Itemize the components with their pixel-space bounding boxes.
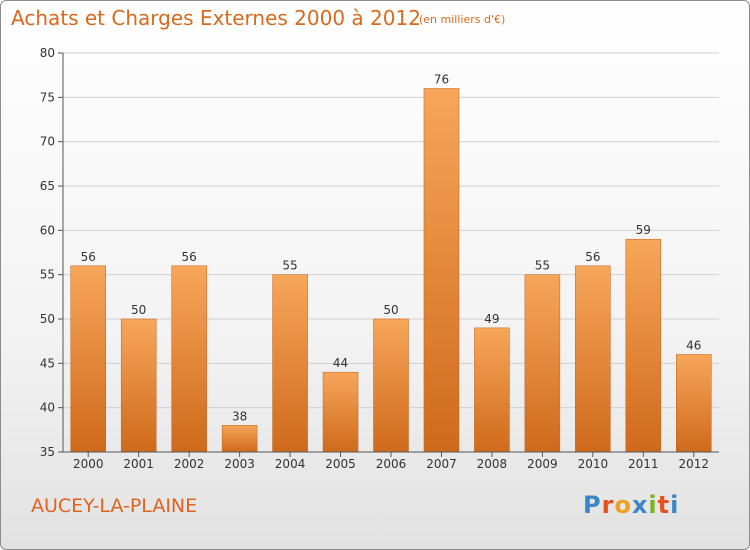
- commune-name: AUCEY-LA-PLAINE: [31, 495, 198, 517]
- bar: [171, 265, 207, 453]
- y-tick-label: 80: [40, 46, 55, 60]
- data-label: 44: [333, 356, 348, 370]
- bar: [221, 425, 258, 453]
- x-tick-label: 2003: [224, 457, 255, 471]
- bar: [322, 371, 359, 453]
- bar: [474, 327, 510, 453]
- chart-unit: (en milliers d'€): [419, 13, 506, 26]
- bars: 56 50 56 38 55 44 50 76 49 55 56 59 46: [70, 72, 712, 453]
- x-tick-label: 2011: [628, 457, 659, 471]
- data-label: 55: [535, 259, 550, 273]
- chart-title: Achats et Charges Externes 2000 à 2012: [11, 6, 421, 30]
- bar: [373, 318, 409, 453]
- x-tick-label: 2006: [376, 457, 407, 471]
- data-label: 56: [182, 250, 197, 264]
- bar: [524, 274, 561, 453]
- bar: [676, 354, 712, 453]
- x-tick-label: 2009: [527, 457, 558, 471]
- y-tick-label: 55: [40, 268, 55, 282]
- bar: [575, 265, 611, 453]
- x-tick-label: 2012: [678, 457, 709, 471]
- axes: 35 40 45 50 55 60 65 70 75 80 2000 2001 2002 2003 2004…: [40, 46, 719, 471]
- data-label: 76: [434, 72, 449, 86]
- x-tick-label: 2010: [578, 457, 609, 471]
- x-tick-label: 2008: [477, 457, 508, 471]
- data-label: 46: [686, 338, 701, 352]
- logo-letter: r: [601, 491, 615, 519]
- y-tick-label: 75: [40, 90, 55, 104]
- logo-letter: i: [670, 491, 680, 519]
- y-tick-label: 65: [40, 179, 55, 193]
- data-label: 50: [383, 303, 398, 317]
- x-tick-label: 2002: [174, 457, 205, 471]
- logo-letter: P: [583, 491, 602, 519]
- logo-letter: x: [631, 491, 649, 519]
- x-tick-label: 2007: [426, 457, 457, 471]
- y-tick-label: 60: [40, 223, 55, 237]
- y-tick-label: 40: [40, 401, 55, 415]
- y-tick-label: 50: [40, 312, 55, 326]
- bar: [120, 318, 157, 453]
- bar: [423, 88, 460, 453]
- data-label: 59: [636, 223, 651, 237]
- data-label: 56: [585, 250, 600, 264]
- logo-letter: t: [657, 491, 671, 519]
- y-tick-label: 45: [40, 356, 55, 370]
- bar: [70, 265, 106, 453]
- data-label: 50: [131, 303, 146, 317]
- y-tick-label: 35: [40, 445, 55, 459]
- data-label: 56: [81, 250, 96, 264]
- y-tick-label: 70: [40, 135, 55, 149]
- x-tick-label: 2000: [73, 457, 104, 471]
- x-tick-label: 2004: [275, 457, 306, 471]
- data-label: 49: [484, 312, 499, 326]
- data-label: 55: [282, 259, 297, 273]
- logo-letter: i: [648, 491, 658, 519]
- x-tick-label: 2005: [325, 457, 356, 471]
- bar: [625, 238, 662, 453]
- x-tick-label: 2001: [123, 457, 154, 471]
- proxiti-logo: Proxiti: [583, 491, 679, 519]
- bar: [272, 274, 308, 453]
- data-label: 38: [232, 409, 247, 423]
- logo-letter: o: [614, 491, 632, 519]
